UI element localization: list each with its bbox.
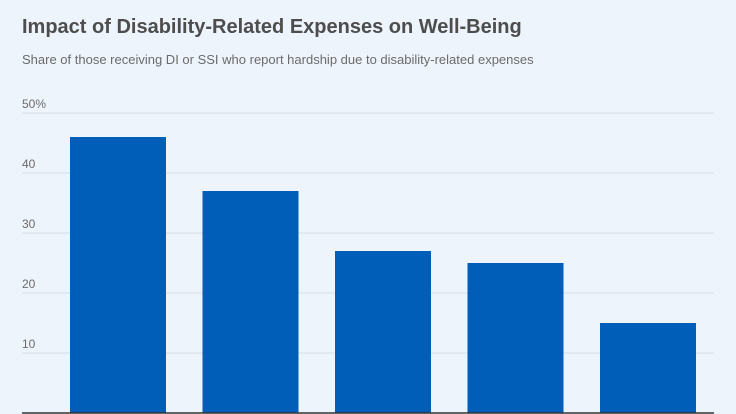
bar	[335, 251, 431, 413]
y-tick-label: 10	[22, 337, 36, 351]
y-axis-tick-labels: 10 20 30 40 50%	[22, 97, 46, 351]
bar	[70, 137, 166, 413]
bar	[467, 263, 564, 413]
chart-title: Impact of Disability-Related Expenses on…	[22, 16, 522, 38]
y-tick-label: 50%	[22, 97, 46, 111]
bar	[202, 191, 299, 413]
bar	[600, 323, 696, 413]
y-tick-label: 30	[22, 217, 36, 231]
bars	[70, 137, 696, 413]
y-tick-label: 40	[22, 157, 36, 171]
y-tick-label: 20	[22, 277, 36, 291]
chart-subtitle: Share of those receiving DI or SSI who r…	[22, 52, 534, 67]
